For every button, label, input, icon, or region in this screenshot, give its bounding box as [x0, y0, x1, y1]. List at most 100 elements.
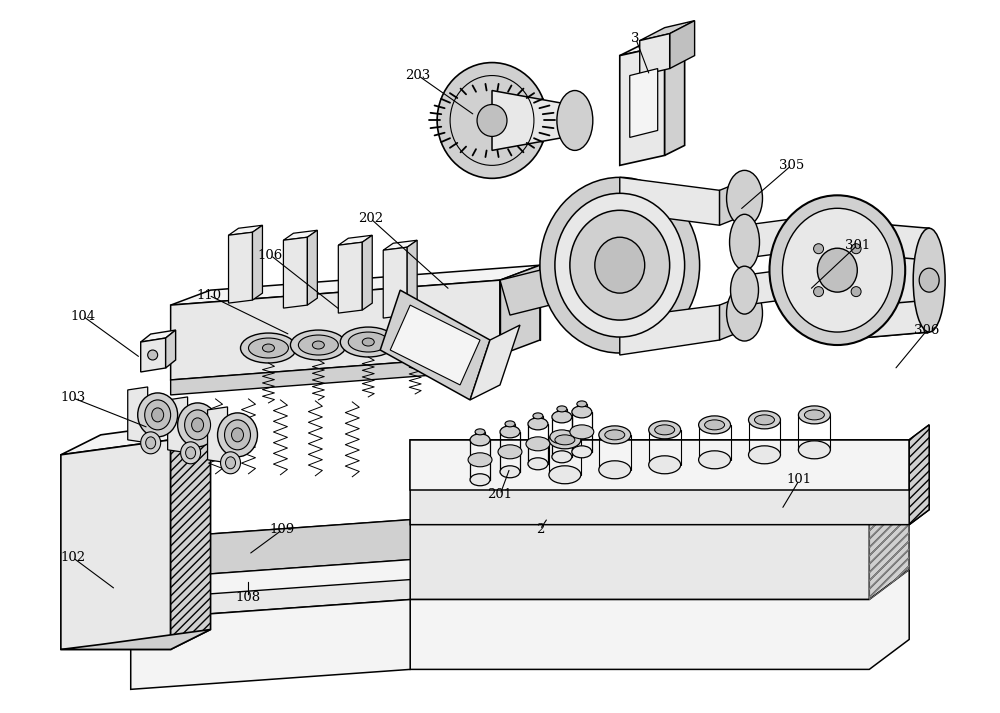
Polygon shape — [390, 305, 480, 385]
Polygon shape — [131, 560, 410, 600]
Ellipse shape — [649, 456, 681, 473]
Ellipse shape — [340, 327, 396, 357]
Ellipse shape — [730, 215, 759, 270]
Text: 102: 102 — [60, 551, 85, 564]
Polygon shape — [869, 490, 909, 600]
Ellipse shape — [577, 401, 587, 407]
Ellipse shape — [225, 420, 250, 450]
Ellipse shape — [397, 331, 433, 349]
Ellipse shape — [599, 426, 631, 443]
Ellipse shape — [468, 453, 492, 467]
Polygon shape — [909, 425, 929, 525]
Text: 110: 110 — [196, 289, 221, 302]
Ellipse shape — [477, 105, 507, 136]
Ellipse shape — [557, 406, 567, 412]
Ellipse shape — [550, 430, 574, 443]
Ellipse shape — [389, 326, 441, 354]
Polygon shape — [338, 242, 362, 313]
Polygon shape — [720, 295, 745, 340]
Ellipse shape — [262, 344, 274, 352]
Text: 301: 301 — [845, 239, 870, 252]
Text: 306: 306 — [914, 324, 940, 337]
Ellipse shape — [755, 415, 774, 425]
Polygon shape — [168, 397, 188, 453]
Ellipse shape — [312, 341, 324, 349]
Ellipse shape — [804, 410, 824, 420]
Ellipse shape — [570, 210, 670, 320]
Ellipse shape — [798, 406, 830, 424]
Ellipse shape — [221, 452, 241, 473]
Polygon shape — [380, 290, 490, 400]
Ellipse shape — [727, 285, 762, 341]
Polygon shape — [620, 305, 720, 355]
Ellipse shape — [655, 425, 675, 435]
Ellipse shape — [572, 406, 592, 418]
Polygon shape — [141, 338, 166, 372]
Ellipse shape — [470, 434, 490, 446]
Ellipse shape — [805, 256, 833, 304]
Polygon shape — [745, 265, 819, 305]
Polygon shape — [470, 325, 520, 400]
Ellipse shape — [498, 445, 522, 458]
Ellipse shape — [549, 431, 581, 448]
Ellipse shape — [549, 466, 581, 483]
Polygon shape — [208, 407, 228, 463]
Polygon shape — [171, 420, 211, 650]
Ellipse shape — [851, 287, 861, 297]
Text: 108: 108 — [236, 591, 261, 604]
Ellipse shape — [555, 435, 575, 445]
Ellipse shape — [226, 457, 236, 468]
Ellipse shape — [749, 446, 780, 463]
Ellipse shape — [298, 335, 338, 355]
Polygon shape — [131, 600, 410, 689]
Text: 3: 3 — [631, 32, 640, 45]
Polygon shape — [410, 490, 909, 600]
Polygon shape — [410, 570, 909, 670]
Ellipse shape — [146, 437, 156, 448]
Text: 103: 103 — [60, 391, 85, 404]
Ellipse shape — [913, 228, 945, 332]
Ellipse shape — [570, 425, 594, 438]
Ellipse shape — [505, 421, 515, 427]
Polygon shape — [407, 240, 417, 315]
Polygon shape — [383, 247, 407, 318]
Ellipse shape — [178, 403, 218, 447]
Ellipse shape — [348, 332, 388, 352]
Polygon shape — [131, 520, 410, 580]
Text: 305: 305 — [779, 159, 804, 172]
Ellipse shape — [470, 473, 490, 486]
Text: 203: 203 — [406, 69, 431, 82]
Ellipse shape — [555, 193, 685, 337]
Ellipse shape — [817, 248, 857, 292]
Polygon shape — [837, 220, 929, 260]
Text: 201: 201 — [487, 488, 513, 501]
Ellipse shape — [218, 413, 257, 457]
Polygon shape — [383, 240, 417, 250]
Polygon shape — [141, 330, 176, 342]
Ellipse shape — [148, 350, 158, 360]
Text: 202: 202 — [358, 212, 383, 225]
Polygon shape — [500, 265, 540, 355]
Ellipse shape — [649, 421, 681, 438]
Polygon shape — [665, 36, 685, 155]
Polygon shape — [670, 21, 695, 68]
Polygon shape — [837, 228, 929, 340]
Polygon shape — [128, 387, 148, 443]
Polygon shape — [620, 46, 665, 165]
Ellipse shape — [241, 333, 296, 363]
Polygon shape — [362, 235, 372, 310]
Ellipse shape — [727, 170, 762, 226]
Ellipse shape — [533, 413, 543, 419]
Polygon shape — [61, 420, 211, 455]
Text: 109: 109 — [270, 523, 295, 536]
Polygon shape — [229, 232, 252, 303]
Ellipse shape — [599, 461, 631, 478]
Polygon shape — [745, 215, 819, 258]
Ellipse shape — [526, 437, 550, 451]
Text: 104: 104 — [70, 309, 95, 322]
Ellipse shape — [141, 432, 161, 453]
Polygon shape — [171, 355, 500, 395]
Ellipse shape — [605, 430, 625, 440]
Polygon shape — [252, 225, 262, 300]
Ellipse shape — [699, 416, 731, 434]
